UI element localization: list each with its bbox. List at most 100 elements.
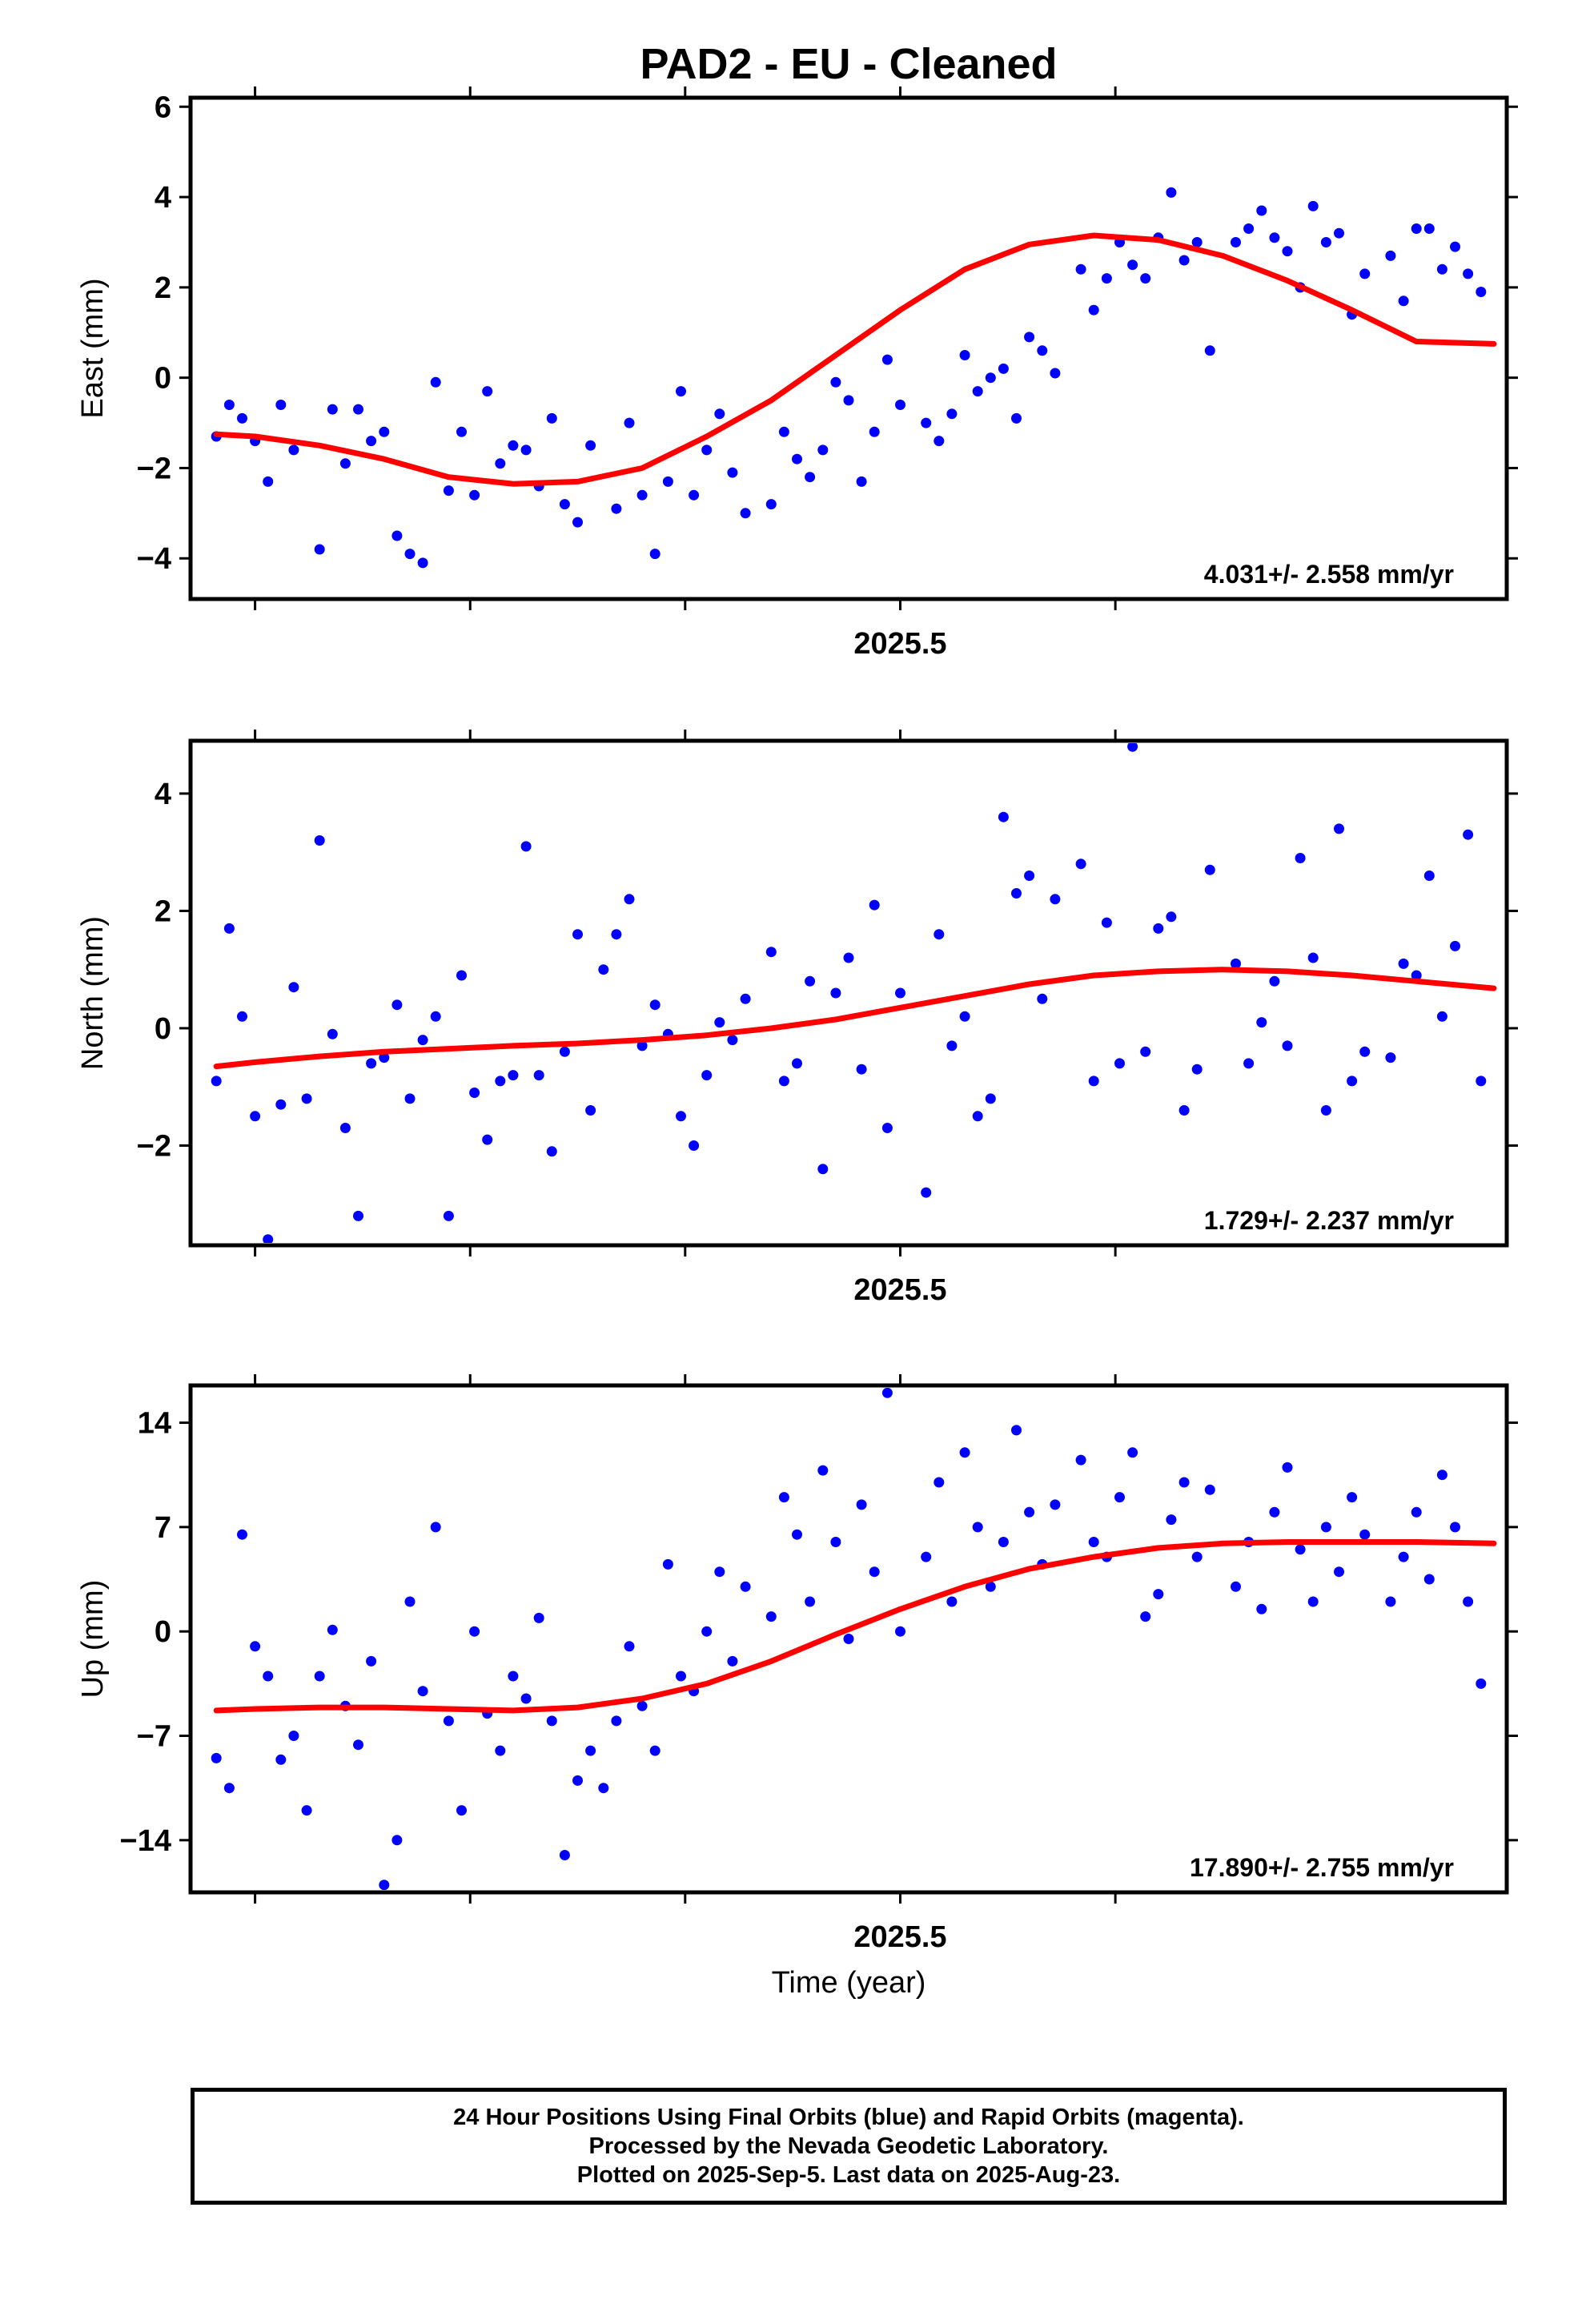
east-data-point [1282,246,1293,257]
east-data-point [1476,287,1487,297]
north-data-point [211,1076,222,1087]
north-data-point [959,1011,970,1022]
up-data-point [895,1626,905,1637]
north-data-point [353,1210,363,1221]
up-data-point [598,1783,609,1794]
east-data-point [1450,241,1460,252]
east-data-point [1178,255,1190,266]
north-ytick-label: −2 [137,1129,171,1163]
north-data-point [1050,894,1061,905]
east-data-point [237,412,247,424]
north-data-point [1231,958,1241,969]
north-data-point [1243,1058,1255,1069]
up-ytick-label: 0 [155,1615,171,1649]
east-data-point [404,549,416,560]
north-data-point [1359,1046,1371,1057]
up-data-point [972,1522,983,1533]
up-data-point [778,1492,789,1503]
up-data-point [1347,1492,1358,1503]
up-ytick-label: −7 [137,1720,171,1754]
up-data-point [765,1611,777,1622]
north-data-point [714,1017,725,1028]
north-data-point [495,1076,506,1087]
up-data-point [805,1596,816,1607]
east-data-point [275,400,287,410]
east-data-layer [211,187,1497,569]
north-data-point [1411,970,1422,981]
north-data-point [1088,1076,1099,1087]
up-data-point [288,1731,299,1741]
up-data-point [250,1641,261,1652]
east-data-point [830,376,841,388]
north-data-point [546,1146,557,1157]
up-data-point [792,1529,802,1540]
north-data-point [263,1234,274,1243]
north-data-point [327,1028,338,1039]
up-data-point [366,1655,377,1667]
up-data-point [508,1671,519,1682]
east-data-point [1166,187,1177,198]
north-data-point [1153,923,1164,934]
east-data-point [662,476,673,487]
up-data-point [379,1880,390,1890]
north-data-point [559,1046,570,1057]
up-data-point [1088,1537,1099,1547]
up-data-point [1050,1499,1061,1510]
up-data-point [1204,1484,1215,1495]
east-data-point [649,549,661,560]
up-plot-frame [188,1383,1509,1895]
east-data-point [714,408,725,420]
north-data-point [1269,975,1280,987]
east-data-point [495,458,506,469]
up-data-point [559,1850,570,1860]
north-data-point [598,964,609,975]
east-data-point [1243,223,1255,234]
east-panel: −4 −2 0 2 4 6 2025.5 East (mm) 4.031+/- 2.558 mm… [76,86,1518,661]
east-data-point [520,444,532,456]
east-data-point [1088,304,1099,316]
east-ytick-label: 4 [155,181,171,215]
east-data-point [572,517,583,528]
north-data-point [1423,870,1435,881]
north-data-point [1127,743,1138,752]
east-data-point [1398,296,1409,307]
up-ytick-label: 14 [138,1407,171,1441]
up-data-point [1320,1522,1331,1533]
up-data-point [572,1775,583,1786]
north-data-point [1398,958,1409,969]
east-data-point [546,412,557,424]
up-data-point [649,1745,661,1756]
up-data-point [443,1715,454,1727]
east-data-point [792,453,802,464]
north-data-point [237,1011,247,1022]
up-ytick-label: 7 [155,1511,171,1545]
up-data-point [1423,1574,1435,1585]
up-data-point [1411,1506,1422,1518]
north-data-point [972,1111,983,1122]
north-data-point [843,952,854,963]
east-plot-frame [188,95,1509,601]
up-data-point [585,1745,596,1756]
up-data-point [946,1596,958,1607]
east-data-point [1075,263,1086,275]
north-data-point [1450,940,1460,951]
caption-line-2: Processed by the Nevada Geodetic Laborat… [588,2133,1109,2159]
up-data-point [1295,1544,1306,1555]
north-plot-frame [188,738,1509,1248]
up-data-point [353,1739,363,1751]
north-data-point [469,1088,480,1098]
north-data-point [430,1011,441,1022]
east-ytick-label: −2 [137,452,171,485]
north-data-point [1320,1105,1331,1116]
north-data-point [1140,1046,1151,1057]
east-data-point [327,404,338,415]
north-data-point [765,947,777,958]
east-data-point [985,372,996,384]
up-data-point [1436,1470,1447,1481]
north-y-axis-label: North (mm) [76,916,110,1070]
up-data-point [546,1715,557,1727]
east-data-point [353,404,363,415]
north-data-point [1334,823,1344,834]
east-data-point [417,557,428,569]
east-data-point [508,440,519,451]
